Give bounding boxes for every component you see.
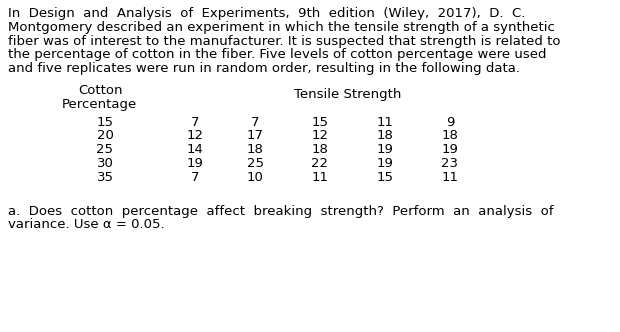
Text: 15: 15 <box>97 116 113 128</box>
Text: and five replicates were run in random order, resulting in the following data.: and five replicates were run in random o… <box>8 62 520 75</box>
Text: Cotton: Cotton <box>78 84 123 97</box>
Text: 7: 7 <box>250 116 259 128</box>
Text: 35: 35 <box>97 171 113 184</box>
Text: 17: 17 <box>247 129 264 142</box>
Text: 19: 19 <box>441 143 458 156</box>
Text: 19: 19 <box>376 143 394 156</box>
Text: Tensile Strength: Tensile Strength <box>294 88 402 101</box>
Text: variance. Use α = 0.05.: variance. Use α = 0.05. <box>8 218 165 231</box>
Text: 15: 15 <box>311 116 329 128</box>
Text: fiber was of interest to the manufacturer. It is suspected that strength is rela: fiber was of interest to the manufacture… <box>8 35 560 47</box>
Text: 12: 12 <box>311 129 329 142</box>
Text: Montgomery described an experiment in which the tensile strength of a synthetic: Montgomery described an experiment in wh… <box>8 21 555 34</box>
Text: 19: 19 <box>187 157 203 170</box>
Text: 19: 19 <box>376 157 394 170</box>
Text: 11: 11 <box>376 116 394 128</box>
Text: 11: 11 <box>311 171 329 184</box>
Text: 9: 9 <box>446 116 454 128</box>
Text: 7: 7 <box>191 116 199 128</box>
Text: 18: 18 <box>247 143 264 156</box>
Text: 20: 20 <box>97 129 113 142</box>
Text: Percentage: Percentage <box>62 98 137 111</box>
Text: 7: 7 <box>191 171 199 184</box>
Text: 25: 25 <box>247 157 264 170</box>
Text: 11: 11 <box>441 171 459 184</box>
Text: the percentage of cotton in the fiber. Five levels of cotton percentage were use: the percentage of cotton in the fiber. F… <box>8 48 546 61</box>
Text: 18: 18 <box>441 129 458 142</box>
Text: 23: 23 <box>441 157 459 170</box>
Text: 14: 14 <box>187 143 203 156</box>
Text: 18: 18 <box>376 129 394 142</box>
Text: 30: 30 <box>97 157 113 170</box>
Text: 22: 22 <box>311 157 329 170</box>
Text: 15: 15 <box>376 171 394 184</box>
Text: In  Design  and  Analysis  of  Experiments,  9th  edition  (Wiley,  2017),  D.  : In Design and Analysis of Experiments, 9… <box>8 7 525 20</box>
Text: 25: 25 <box>97 143 113 156</box>
Text: a.  Does  cotton  percentage  affect  breaking  strength?  Perform  an  analysis: a. Does cotton percentage affect breakin… <box>8 205 554 217</box>
Text: 10: 10 <box>247 171 264 184</box>
Text: 12: 12 <box>187 129 203 142</box>
Text: 18: 18 <box>312 143 329 156</box>
